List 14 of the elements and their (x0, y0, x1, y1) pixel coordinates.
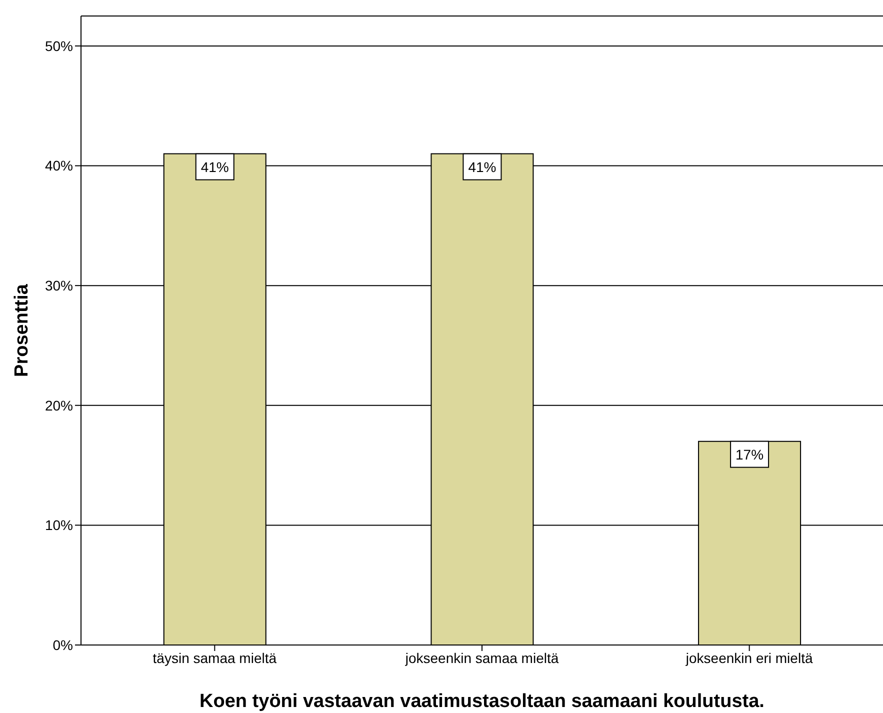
y-tick-label: 20% (44, 397, 73, 414)
y-axis-title: Prosenttia (12, 284, 32, 377)
x-tick-label: täysin samaa mieltä (152, 650, 277, 666)
y-tick-label: 30% (44, 278, 73, 294)
x-tick-label: jokseenkin eri mieltä (684, 650, 813, 666)
y-tick-label: 40% (44, 158, 73, 174)
data-label: 41% (200, 158, 229, 175)
data-label: 17% (736, 446, 764, 462)
x-tick-label: jokseenkin samaa mieltä (404, 650, 559, 666)
data-label: 41% (468, 158, 496, 175)
y-tick-label: 50% (44, 38, 73, 54)
y-tick-label: 0% (52, 636, 73, 653)
y-tick-label: 10% (44, 517, 73, 534)
x-axis-title: Koen työni vastaavan vaatimustasoltaan saamaani koulutusta. (200, 691, 764, 712)
